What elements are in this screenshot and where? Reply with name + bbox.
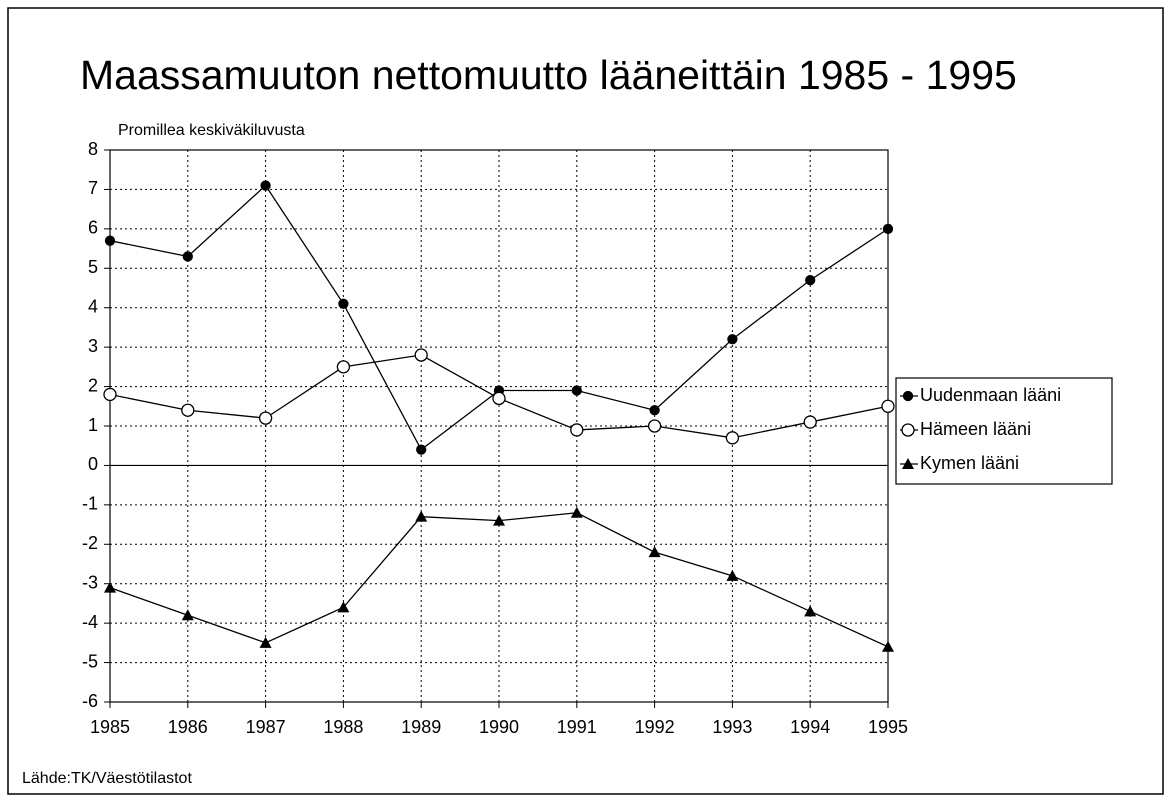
data-point [104,235,116,246]
y-tick-label: -1 [82,494,98,514]
frame [7,7,1164,795]
y-tick-label: 0 [88,454,98,474]
y-tick-label: -3 [82,572,98,592]
data-point [338,298,349,309]
x-tick-label: 1994 [790,717,830,737]
y-tick-label: -6 [82,691,98,711]
x-tick-label: 1995 [868,717,908,737]
data-point [805,274,816,286]
x-tick-label: 1986 [168,717,208,737]
x-tick-label: 1985 [90,717,130,737]
x-tick-label: 1989 [401,717,441,737]
data-point [570,423,584,437]
x-tick-label: 1987 [246,717,286,737]
data-point [181,609,194,621]
data-point [725,431,740,445]
data-point [570,506,583,518]
data-point [260,180,271,191]
y-tick-label: 5 [88,257,98,277]
x-tick-label: 1990 [479,717,519,737]
data-point [336,360,351,374]
data-point [415,510,428,522]
legend-box [895,377,1113,485]
data-point [103,387,117,402]
data-point [492,391,506,406]
y-tick-label: -5 [82,651,98,671]
data-point [104,581,116,593]
data-point [804,605,817,617]
source-note: Lähde:TK/Väestötilastot [22,770,192,787]
data-point [181,403,195,417]
plot-border [109,149,889,703]
y-tick-label: 4 [88,296,98,316]
y-axis-label: Promillea keskiväkiluvusta [118,122,305,139]
x-tick-label: 1991 [557,717,597,737]
data-point [416,444,427,455]
y-tick-label: 6 [88,218,98,238]
data-point [647,419,662,433]
y-tick-label: 3 [88,336,98,356]
y-tick-label: 1 [88,415,98,435]
data-point [259,636,272,648]
data-point [571,385,582,396]
data-point [414,348,428,362]
data-point [337,601,350,613]
data-point [649,405,660,416]
data-point [727,334,738,345]
y-tick-label: 2 [88,375,98,395]
x-tick-label: 1988 [323,717,363,737]
chart-title: Maassamuuton nettomuutto lääneittäin 198… [80,52,1017,98]
legend-marker [902,458,914,469]
legend-label: Kymen lääni [920,453,1019,473]
legend-marker [902,390,914,402]
data-point [726,569,739,581]
data-point [881,399,895,413]
y-tick-label: -4 [82,612,98,632]
y-tick-label: 8 [88,139,98,159]
data-point [882,223,894,235]
data-point [258,411,273,425]
data-point [182,251,193,262]
x-tick-label: 1992 [635,717,675,737]
data-point [882,640,894,652]
data-point [803,415,817,429]
data-point [648,546,661,558]
x-tick-label: 1993 [712,717,752,737]
data-point [493,514,505,526]
legend-label: Uudenmaan lääni [920,385,1061,405]
y-tick-label: 7 [88,178,98,198]
legend-marker [901,423,915,437]
y-tick-label: -2 [82,533,98,553]
legend-label: Hämeen lääni [920,419,1031,439]
